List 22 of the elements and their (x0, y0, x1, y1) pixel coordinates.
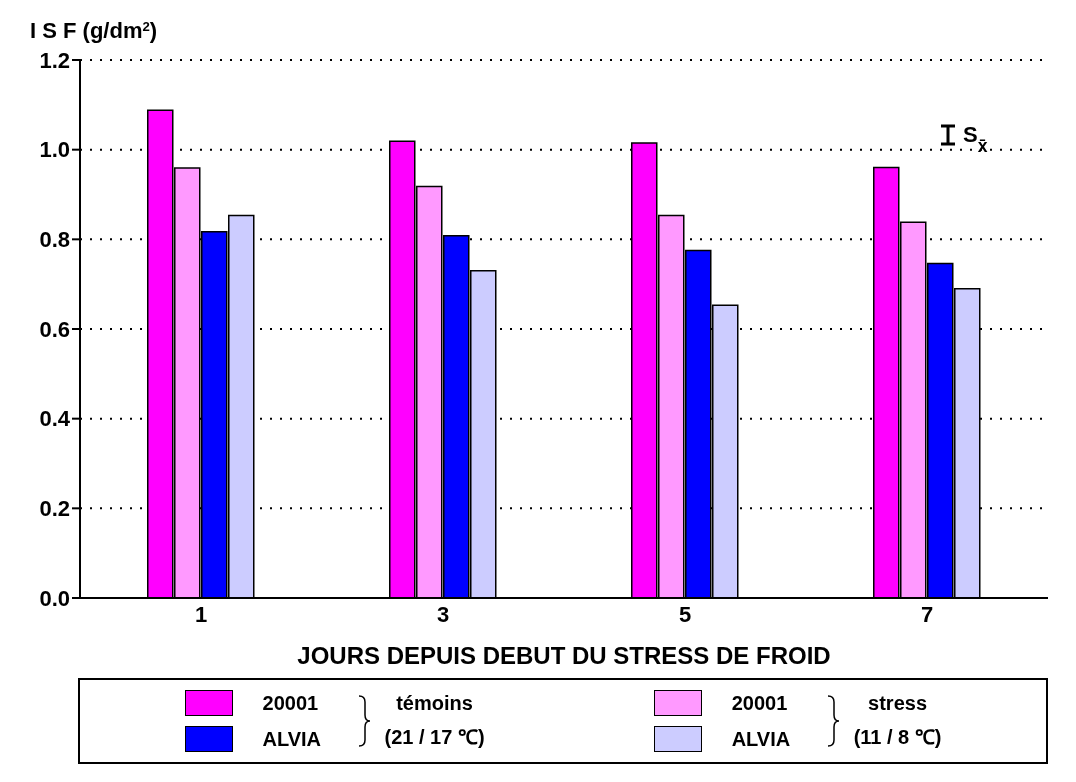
x-axis-title: JOURS DEPUIS DEBUT DU STRESS DE FROID (297, 642, 831, 669)
y-tick-label: 0.6 (39, 316, 70, 342)
y-tick-label: 1.0 (39, 137, 70, 163)
y-tick-label: 0.0 (39, 585, 70, 611)
text: témoins (396, 692, 473, 715)
annotation: S$_{x̄}$ (963, 122, 988, 156)
legend-label: ALVIA (262, 727, 323, 751)
x-tick-label: 5 (678, 601, 692, 627)
y-tick-label: 0.2 (39, 496, 70, 522)
x-tick-label: 1 (194, 601, 208, 627)
y-axis-title: I S F (g/dm$^{2}$) (30, 18, 158, 43)
text: stress (868, 692, 928, 715)
text: (11 / 8 ℃) (853, 725, 942, 750)
y-tick-label: 0.8 (39, 227, 70, 253)
x-tick-label: 3 (436, 601, 450, 627)
legend-label: 20001 (731, 691, 789, 715)
y-tick-label: 0.4 (39, 406, 71, 432)
legend-label: ALVIA (731, 727, 792, 751)
y-tick-label: 1.2 (39, 47, 70, 73)
legend-label: 20001 (262, 691, 320, 715)
text: (21 / 17 ℃) (384, 725, 485, 750)
x-tick-label: 7 (920, 601, 934, 627)
